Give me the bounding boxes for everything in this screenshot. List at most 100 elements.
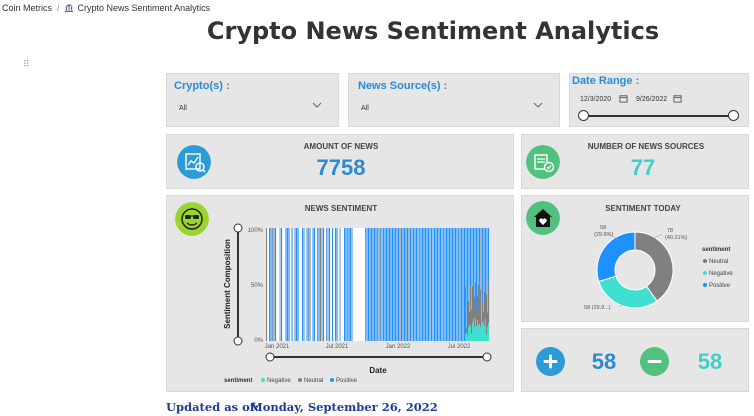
news-sentiment-chart: Sentiment Composition 100% 50% 0% Jan 20… xyxy=(223,223,492,384)
date-range-start-handle[interactable] xyxy=(578,110,589,121)
crypto-slicer: Crypto(s) : All xyxy=(166,73,339,127)
sentiment-day-mark xyxy=(369,228,371,341)
sentiment-day-mark xyxy=(455,228,457,341)
negative-area-mark xyxy=(485,318,486,341)
y-range-slider-bottom-handle[interactable] xyxy=(233,336,243,346)
sentiment-day-mark xyxy=(438,228,440,341)
legend-negative-marker xyxy=(261,378,265,382)
sentiment-day-mark xyxy=(404,228,406,341)
sentiment-day-mark xyxy=(399,228,401,341)
legend-positive-marker xyxy=(330,378,334,382)
x-range-slider-start-handle[interactable] xyxy=(265,352,275,362)
sentiment-day-mark xyxy=(291,228,293,341)
legend-neutral-marker xyxy=(298,378,302,382)
sentiment-day-mark xyxy=(390,228,392,341)
news-source-slicer: News Source(s) : All xyxy=(348,73,560,127)
calendar-icon[interactable] xyxy=(673,94,682,103)
sentiment-day-mark xyxy=(339,228,341,341)
sentiment-day-mark xyxy=(443,228,445,341)
legend-negative-label[interactable]: Negative xyxy=(267,378,291,384)
sentiment-day-mark xyxy=(329,228,331,341)
negative-area-mark xyxy=(474,326,475,341)
donut-slice-negative[interactable] xyxy=(598,275,658,309)
y-range-slider-top-handle[interactable] xyxy=(233,223,243,233)
sentiment-day-mark xyxy=(459,228,461,341)
page-title: Crypto News Sentiment Analytics xyxy=(206,17,660,45)
analytics-icon xyxy=(177,145,211,179)
x-tick-label: Jul 2022 xyxy=(448,344,471,350)
crypto-dropdown[interactable]: All xyxy=(174,98,326,118)
donut-legend-positive-label[interactable]: Positive xyxy=(709,283,731,289)
y-tick-label: 50% xyxy=(251,283,264,289)
donut-legend-positive-marker xyxy=(703,283,707,287)
y-tick-label: 100% xyxy=(248,228,264,234)
updated-label: Updated as of: xyxy=(166,400,260,414)
negative-area-mark xyxy=(486,334,487,341)
breadcrumb-root[interactable]: Coin Metrics xyxy=(2,3,53,13)
donut-slice-positive[interactable] xyxy=(596,231,636,283)
sentiment-day-mark xyxy=(464,228,466,341)
donut-slice-neutral[interactable] xyxy=(634,231,674,302)
sentiment-day-mark xyxy=(350,228,352,341)
calendar-icon[interactable] xyxy=(619,94,628,103)
donut-legend-neutral-marker xyxy=(703,259,707,263)
date-end-input[interactable]: 9/26/2022 xyxy=(636,96,668,103)
donut-legend-neutral-label[interactable]: Neutral xyxy=(709,259,728,265)
sentiment-day-mark xyxy=(458,228,460,341)
sentiment-day-mark xyxy=(321,228,323,341)
sentiment-day-mark xyxy=(327,228,329,341)
legend-neutral-label[interactable]: Neutral xyxy=(304,378,323,384)
number-of-sources-card: NUMBER OF NEWS SOURCES 77 xyxy=(521,134,749,189)
sentiment-day-mark xyxy=(389,228,391,341)
sentiment-day-mark xyxy=(444,228,446,341)
news-sources-icon xyxy=(526,145,560,179)
donut-legend-negative-label[interactable]: Negative xyxy=(709,271,733,277)
plus-circle-icon xyxy=(536,347,565,376)
sentiment-day-mark xyxy=(281,228,283,341)
sentiment-day-mark xyxy=(314,228,316,341)
drag-handle-icon[interactable]: ⠿ xyxy=(23,59,30,69)
leader-line xyxy=(609,233,620,241)
sentiment-day-mark xyxy=(431,228,433,341)
sentiment-day-mark xyxy=(477,228,479,341)
sentiment-day-mark xyxy=(411,228,413,341)
neutral-area-mark xyxy=(472,286,473,341)
negative-area-mark xyxy=(484,325,485,341)
sentiment-day-mark xyxy=(378,228,380,341)
negative-area-mark xyxy=(470,325,471,341)
date-range-end-handle[interactable] xyxy=(728,110,739,121)
neutral-area-mark xyxy=(479,281,480,341)
sentiment-day-mark xyxy=(318,228,320,341)
negative-area-mark xyxy=(488,322,489,341)
negative-area-mark xyxy=(480,327,481,341)
updated-date: Monday, September 26, 2022 xyxy=(250,400,438,414)
sentiment-day-mark xyxy=(428,228,430,341)
neutral-area-mark xyxy=(465,286,466,341)
sentiment-day-mark xyxy=(467,228,469,341)
sentiment-day-mark xyxy=(408,228,410,341)
sentiment-day-mark xyxy=(275,228,277,341)
sentiment-day-mark xyxy=(317,228,319,341)
date-range-track[interactable] xyxy=(583,115,734,117)
legend-positive-label[interactable]: Positive xyxy=(336,378,358,384)
sentiment-day-mark xyxy=(410,228,412,341)
sentiment-day-mark xyxy=(414,228,416,341)
sentiment-day-mark xyxy=(449,228,451,341)
sentiment-area-plot xyxy=(266,228,490,341)
leader-line xyxy=(653,233,663,239)
negative-area-mark xyxy=(467,335,468,341)
home-heart-icon xyxy=(526,201,560,235)
x-tick-label: Jul 2021 xyxy=(326,344,349,350)
sentiment-day-mark xyxy=(423,228,425,341)
date-start-input[interactable]: 12/3/2020 xyxy=(580,96,612,103)
positive-count-value: 58 xyxy=(591,349,617,374)
negative-area-mark xyxy=(481,316,482,341)
x-range-slider-end-handle[interactable] xyxy=(482,352,492,362)
news-source-dropdown[interactable]: All xyxy=(356,98,547,118)
sentiment-day-mark xyxy=(347,228,349,341)
sentiment-day-mark xyxy=(471,228,473,341)
neutral-area-mark xyxy=(475,282,476,341)
sentiment-day-mark xyxy=(468,228,470,341)
sentiment-day-mark xyxy=(402,228,404,341)
sentiment-day-mark xyxy=(482,228,484,341)
